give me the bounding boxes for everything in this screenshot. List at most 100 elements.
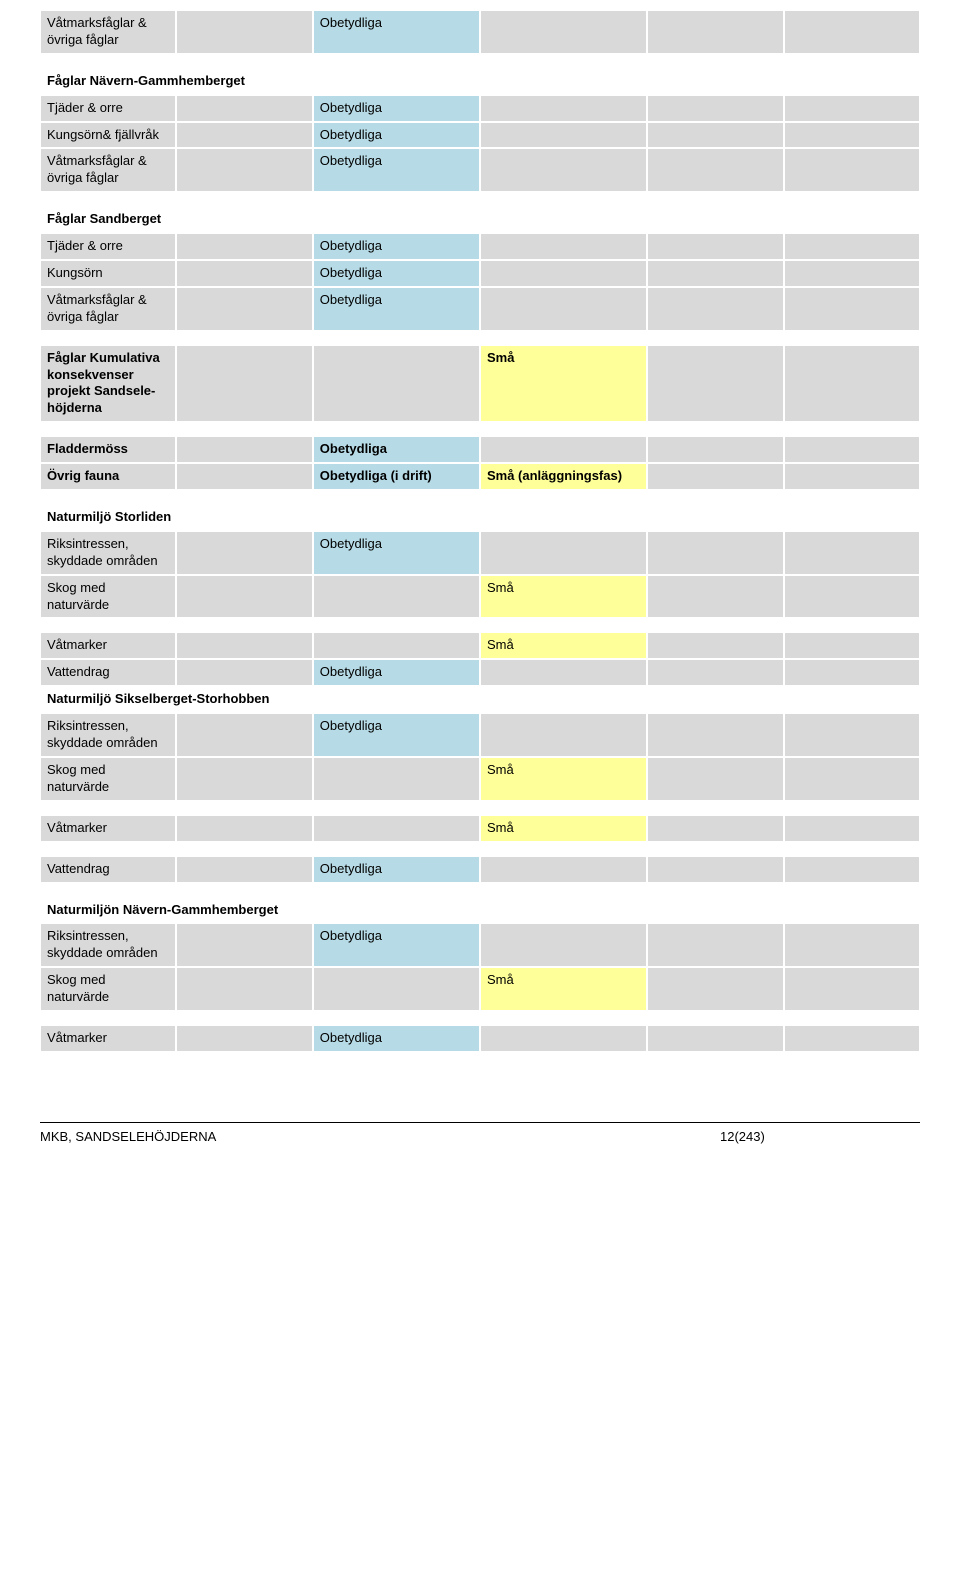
cell-empty: [176, 856, 312, 883]
cell-empty: [647, 713, 783, 757]
cell-empty: [647, 757, 783, 801]
cell-col3: Obetydliga: [313, 659, 480, 686]
cell-empty: [176, 345, 312, 423]
cell-empty: [784, 713, 920, 757]
spacer-cell: [313, 54, 480, 68]
spacer-cell: [784, 883, 920, 897]
cell-empty: [647, 575, 783, 619]
impact-table: Våtmarksfåglar & övriga fåglarObetydliga…: [40, 10, 920, 1052]
table-row: VåtmarkerObetydliga: [40, 1025, 920, 1052]
cell-empty: [784, 436, 920, 463]
footer-right: 12(243): [720, 1129, 920, 1144]
spacer-row: [40, 801, 920, 815]
cell-col3: Obetydliga: [313, 436, 480, 463]
cell-empty: [647, 436, 783, 463]
cell-col4: [480, 95, 647, 122]
spacer-cell: [40, 801, 176, 815]
row-label: Våtmarker: [40, 1025, 176, 1052]
spacer-cell: [40, 54, 176, 68]
spacer-cell: [784, 1011, 920, 1025]
row-label: Kungsörn: [40, 260, 176, 287]
table-row: VattendragObetydliga: [40, 856, 920, 883]
cell-empty: [784, 233, 920, 260]
spacer-row: [40, 842, 920, 856]
cell-col3: Obetydliga (i drift): [313, 463, 480, 490]
cell-col3: Obetydliga: [313, 531, 480, 575]
footer-left: MKB, SANDSELEHÖJDERNA: [40, 1129, 720, 1144]
spacer-row: [40, 54, 920, 68]
spacer-cell: [176, 331, 312, 345]
section-header-row: Naturmiljö Storliden: [40, 504, 920, 531]
table-row: FladdermössObetydliga: [40, 436, 920, 463]
cell-col3: [313, 757, 480, 801]
spacer-cell: [480, 490, 647, 504]
cell-empty: [784, 632, 920, 659]
spacer-cell: [784, 331, 920, 345]
spacer-cell: [176, 192, 312, 206]
table-row: VattendragObetydliga: [40, 659, 920, 686]
section-header: Fåglar Sandberget: [40, 206, 920, 233]
cell-col3: [313, 632, 480, 659]
table-row: Riksintressen, skyddade områdenObetydlig…: [40, 923, 920, 967]
spacer-cell: [313, 801, 480, 815]
cell-empty: [176, 1025, 312, 1052]
row-label: Övrig fauna: [40, 463, 176, 490]
row-label: Skog med naturvärde: [40, 575, 176, 619]
cell-empty: [176, 122, 312, 149]
cell-empty: [176, 967, 312, 1011]
spacer-cell: [40, 1011, 176, 1025]
row-label: Våtmarker: [40, 632, 176, 659]
spacer-cell: [647, 192, 783, 206]
row-label: Riksintressen, skyddade områden: [40, 531, 176, 575]
table-row: Våtmarksfåglar & övriga fåglarObetydliga: [40, 287, 920, 331]
row-label: Tjäder & orre: [40, 233, 176, 260]
cell-col4: [480, 659, 647, 686]
spacer-cell: [40, 490, 176, 504]
cell-empty: [176, 287, 312, 331]
cell-col3: Obetydliga: [313, 923, 480, 967]
cell-empty: [647, 923, 783, 967]
cell-empty: [647, 856, 783, 883]
cell-empty: [647, 260, 783, 287]
cell-empty: [647, 148, 783, 192]
spacer-cell: [40, 883, 176, 897]
spacer-cell: [313, 192, 480, 206]
cell-col4: [480, 287, 647, 331]
table-row: Skog med naturvärdeSmå: [40, 575, 920, 619]
spacer-cell: [480, 54, 647, 68]
section-header-row: Naturmiljö Sikselberget-Storhobben: [40, 686, 920, 713]
spacer-cell: [647, 422, 783, 436]
cell-empty: [176, 632, 312, 659]
spacer-cell: [480, 618, 647, 632]
cell-empty: [647, 345, 783, 423]
spacer-row: [40, 192, 920, 206]
cell-empty: [176, 531, 312, 575]
cell-empty: [176, 575, 312, 619]
cell-empty: [784, 1025, 920, 1052]
cell-empty: [647, 632, 783, 659]
table-row: Våtmarksfåglar & övriga fåglarObetydliga: [40, 10, 920, 54]
cell-empty: [176, 923, 312, 967]
spacer-cell: [313, 422, 480, 436]
spacer-cell: [40, 618, 176, 632]
spacer-cell: [784, 490, 920, 504]
section-header: Fåglar Nävern-Gammhemberget: [40, 68, 920, 95]
table-row: Kungsörn& fjällvråkObetydliga: [40, 122, 920, 149]
spacer-cell: [480, 331, 647, 345]
cell-col4: Små: [480, 345, 647, 423]
table-row: Skog med naturvärdeSmå: [40, 757, 920, 801]
cell-empty: [784, 856, 920, 883]
cell-col4: [480, 436, 647, 463]
row-label: Våtmarksfåglar & övriga fåglar: [40, 10, 176, 54]
cell-col3: [313, 967, 480, 1011]
section-header-row: Fåglar Sandberget: [40, 206, 920, 233]
table-row: Tjäder & orreObetydliga: [40, 233, 920, 260]
row-label: Skog med naturvärde: [40, 757, 176, 801]
row-label: Vattendrag: [40, 856, 176, 883]
spacer-cell: [313, 842, 480, 856]
cell-empty: [784, 575, 920, 619]
cell-empty: [784, 659, 920, 686]
page-footer: MKB, SANDSELEHÖJDERNA 12(243): [40, 1122, 920, 1144]
cell-col3: [313, 815, 480, 842]
spacer-cell: [784, 54, 920, 68]
